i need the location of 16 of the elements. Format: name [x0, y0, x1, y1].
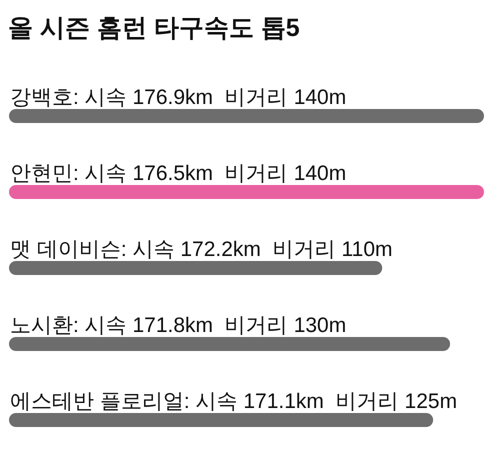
y-tick-label: 맷 데이비슨: 시속 172.2km 비거리	[10, 238, 336, 261]
data-label: 125m	[404, 390, 458, 413]
y-tick-label: 에스테반 플로리얼: 시속 171.1km 비거리	[10, 390, 399, 413]
bar	[9, 185, 484, 199]
y-tick-label: 강백호: 시속 176.9km 비거리	[10, 86, 288, 109]
bar	[9, 413, 434, 427]
data-label: 140m	[294, 86, 346, 109]
data-label: 110m	[342, 238, 393, 261]
bar	[9, 337, 450, 351]
bar	[9, 109, 484, 123]
data-label: 130m	[294, 314, 346, 337]
chart-title: 올 시즌 홈런 타구속도 톱5	[8, 13, 301, 44]
data-label: 140m	[294, 162, 346, 185]
bar	[9, 261, 382, 275]
y-tick-label: 안현민: 시속 176.5km 비거리	[10, 162, 288, 185]
y-tick-label: 노시환: 시속 171.8km 비거리	[10, 314, 288, 337]
